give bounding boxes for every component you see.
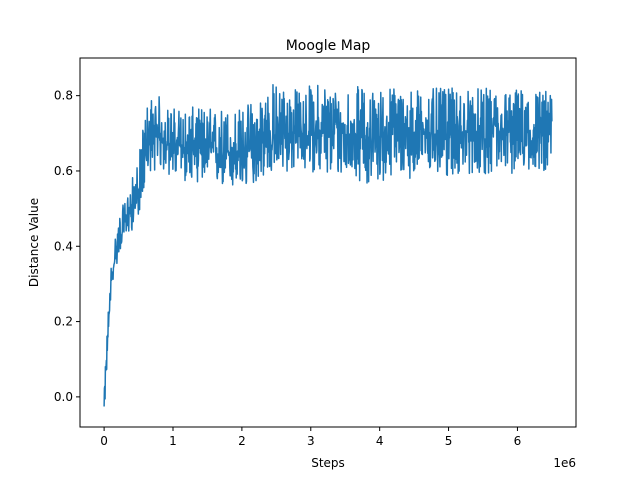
y-tick-label: 0.6 (54, 164, 73, 178)
y-tick-label: 0.4 (54, 239, 73, 253)
series-line (103, 84, 553, 407)
chart-title: Moogle Map (286, 38, 371, 54)
x-axis: 0 1 2 3 4 5 6 (100, 427, 521, 448)
y-tick-label: 0.2 (54, 315, 73, 329)
y-axis: 0.0 0.2 0.4 0.6 0.8 (54, 89, 80, 404)
plot-area (103, 84, 553, 407)
y-tick-label: 0.0 (54, 390, 73, 404)
x-tick-label: 2 (238, 434, 246, 448)
x-axis-label: Steps (311, 456, 345, 470)
x-tick-label: 0 (100, 434, 108, 448)
x-tick-label: 6 (514, 434, 522, 448)
x-tick-label: 4 (376, 434, 384, 448)
axes-frame (79, 57, 577, 428)
y-tick-label: 0.8 (54, 89, 73, 103)
x-tick-label: 1 (169, 434, 177, 448)
x-tick-label: 5 (445, 434, 453, 448)
x-tick-label: 3 (307, 434, 315, 448)
x-axis-offset-label: 1e6 (553, 456, 576, 470)
y-axis-label: Distance Value (27, 198, 41, 287)
